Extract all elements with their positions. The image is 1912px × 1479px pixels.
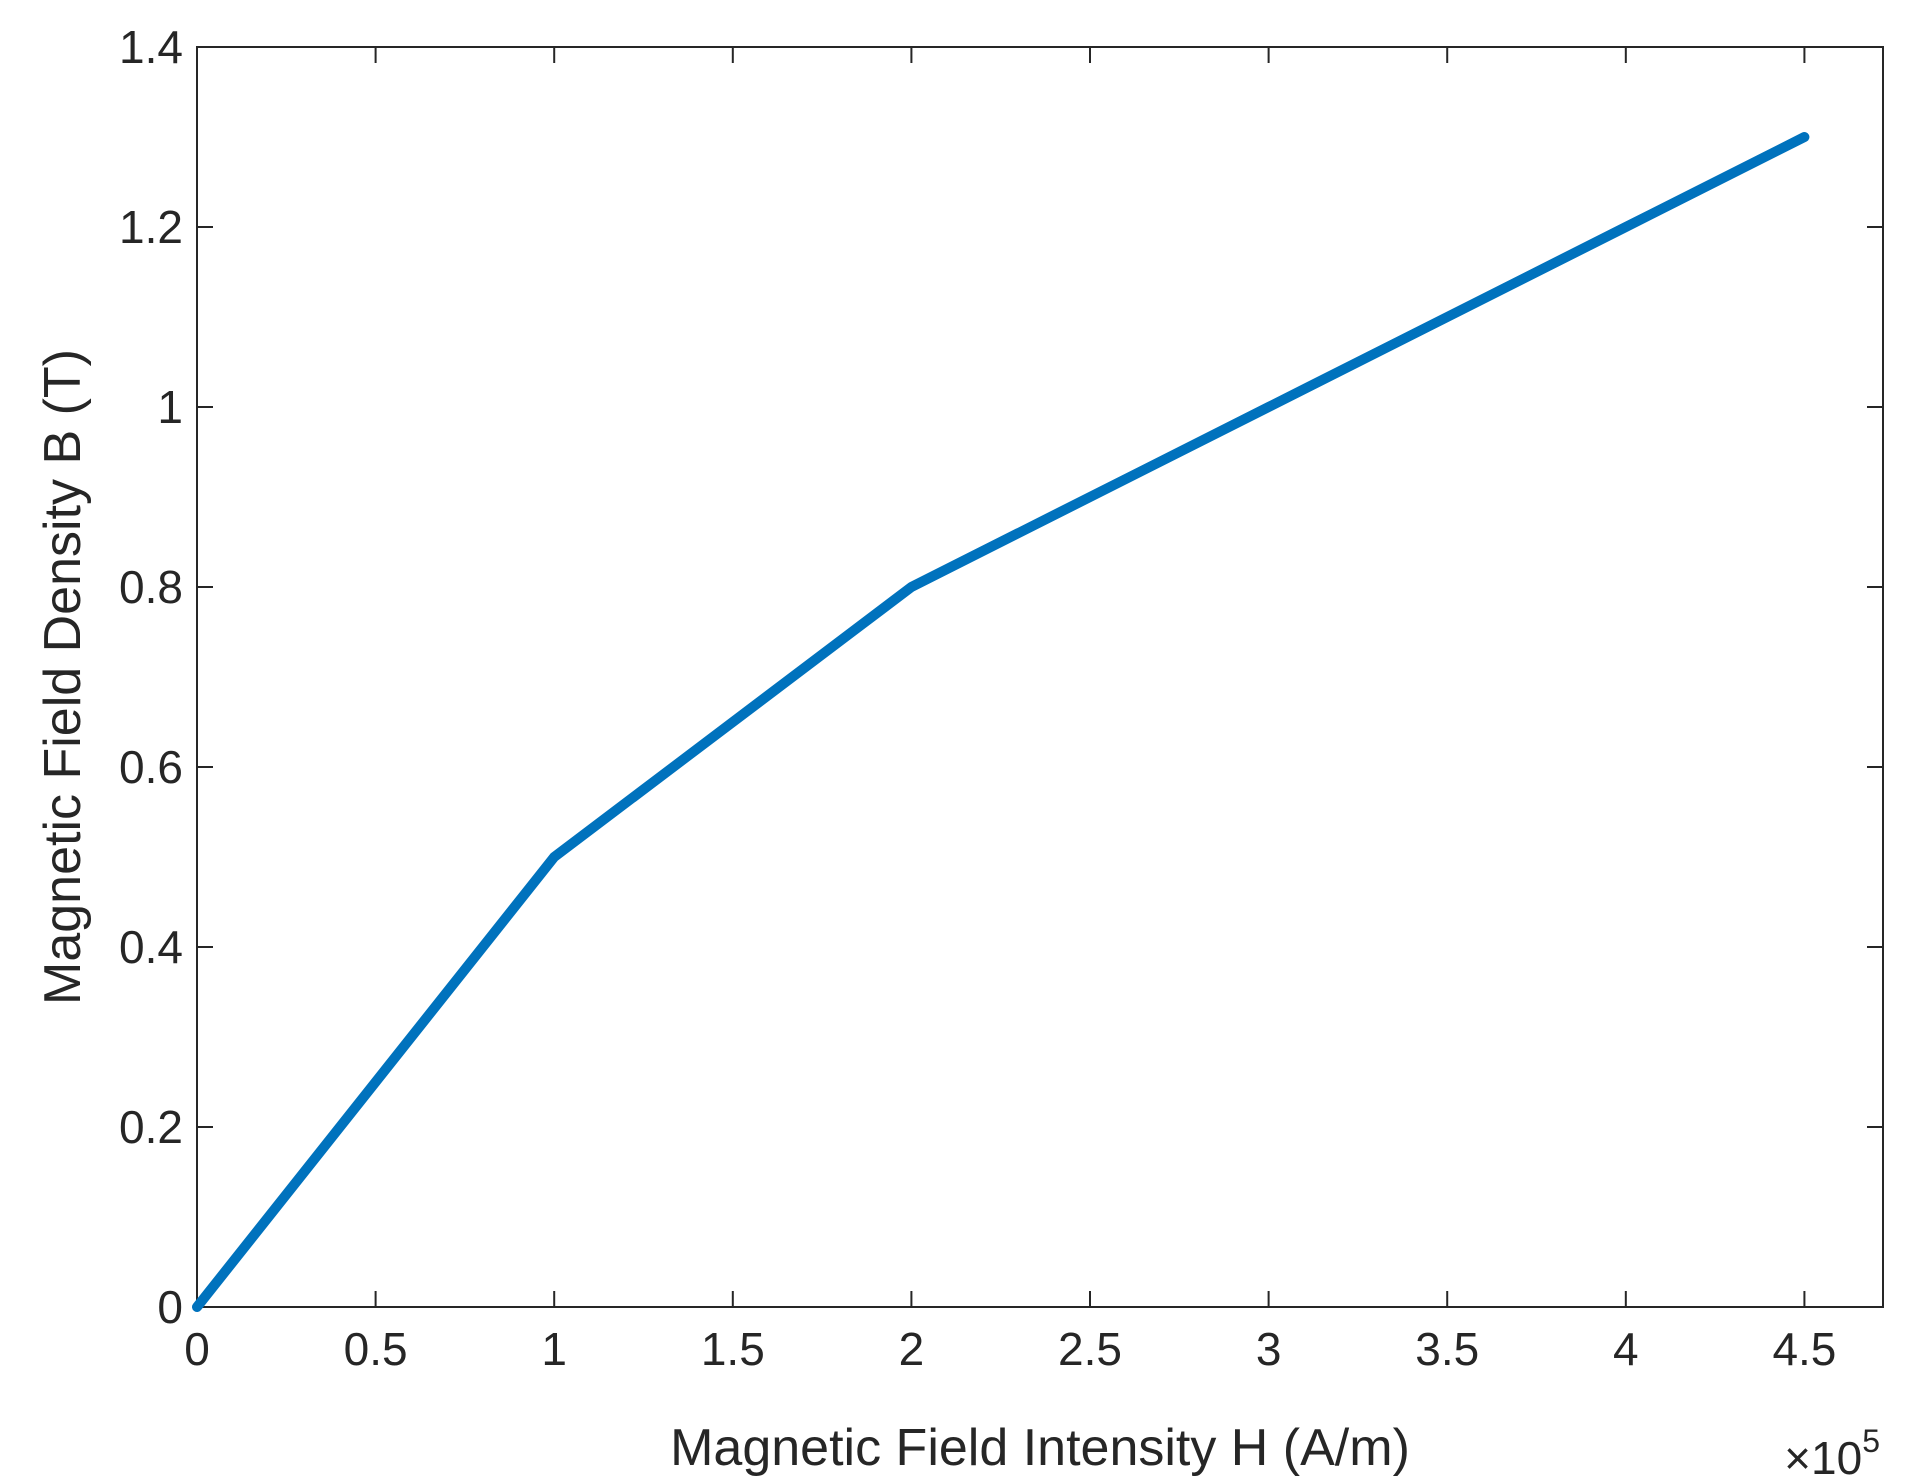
x-tick-label: 0.5 (344, 1323, 408, 1375)
data-point (1625, 226, 1627, 228)
x-tick-label: 3 (1256, 1323, 1282, 1375)
y-tick-label: 0.8 (119, 561, 183, 613)
y-axis-ticks: 0 0.2 0.4 0.6 0.8 1 1.2 1.4 (119, 21, 1883, 1333)
x-tick-label: 4 (1613, 1323, 1639, 1375)
series-line (192, 132, 1810, 1312)
x-axis-exponent-power: 5 (1862, 1423, 1880, 1459)
x-axis-exponent: ×105 (1784, 1423, 1880, 1479)
y-axis-label: Magnetic Field Density B (T) (34, 349, 92, 1005)
y-tick-label: 1.2 (119, 201, 183, 253)
x-axis-ticks: 0 0.5 1 1.5 2 2.5 3 3.5 4 4.5 (184, 47, 1836, 1375)
x-tick-label: 2 (899, 1323, 925, 1375)
x-tick-label: 1 (541, 1323, 567, 1375)
y-tick-label: 0.4 (119, 921, 183, 973)
data-point (910, 586, 912, 588)
data-point (1268, 406, 1270, 408)
y-tick-label: 0.2 (119, 1101, 183, 1153)
x-tick-label: 0 (184, 1323, 210, 1375)
x-axis-exponent-base: ×10 (1784, 1432, 1862, 1479)
plot-area (196, 46, 1884, 1308)
data-point (196, 1306, 198, 1308)
y-tick-label: 1 (157, 381, 183, 433)
data-point (553, 856, 555, 858)
x-axis-label: Magnetic Field Intensity H (A/m) (670, 1419, 1410, 1477)
y-tick-label: 0.6 (119, 741, 183, 793)
x-tick-label: 1.5 (701, 1323, 765, 1375)
y-tick-label: 0 (157, 1281, 183, 1333)
series-layer (192, 132, 1810, 1312)
x-tick-label: 2.5 (1058, 1323, 1122, 1375)
x-tick-label: 4.5 (1772, 1323, 1836, 1375)
x-tick-label: 3.5 (1415, 1323, 1479, 1375)
y-tick-label: 1.4 (119, 21, 183, 73)
data-point (1803, 136, 1805, 138)
